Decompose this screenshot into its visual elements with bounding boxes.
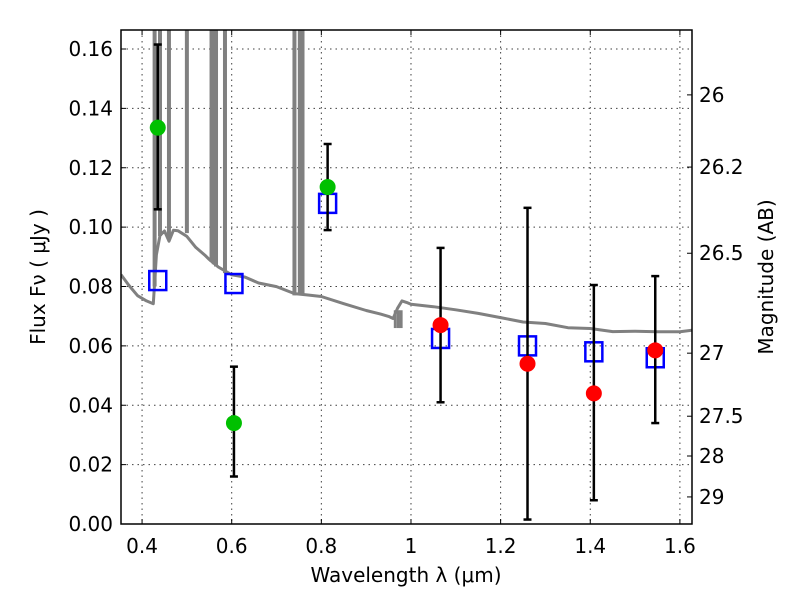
y2-axis-label: Magnitude (AB)	[754, 199, 778, 354]
y2-tick-label: 26.2	[699, 155, 744, 179]
optical-detection-point	[225, 415, 242, 432]
y-tick-label: 0.10	[68, 215, 113, 239]
y-tick-label: 0.06	[68, 334, 113, 358]
y-tick-label: 0.14	[68, 96, 113, 120]
nir-detection-point	[432, 317, 449, 334]
optical-detection-point	[149, 119, 166, 136]
y2-tick-label: 27.5	[699, 404, 744, 428]
x-tick-label: 0.6	[216, 534, 248, 558]
optical-detection-point	[319, 179, 336, 196]
y2-tick-label: 27	[699, 341, 724, 365]
x-tick-label: 1.4	[574, 534, 606, 558]
x-tick-label: 1.6	[664, 534, 696, 558]
y-tick-label: 0.02	[68, 453, 113, 477]
y-tick-label: 0.00	[68, 512, 113, 536]
nir-detection-point	[585, 385, 602, 402]
marker-layer	[148, 43, 665, 521]
nir-detection-point	[647, 342, 664, 359]
y-tick-label: 0.08	[68, 275, 113, 299]
y2-tick-label: 28	[699, 444, 724, 468]
y-axis-label: Flux Fν ( μJy )	[26, 209, 50, 345]
x-tick-label: 1.2	[485, 534, 517, 558]
y-tick-label: 0.12	[68, 156, 113, 180]
model-photometry-square	[148, 269, 168, 292]
y-tick-label: 0.04	[68, 393, 113, 417]
y2-tick-label: 26.5	[699, 241, 744, 265]
plot-frame	[120, 29, 693, 525]
ticks: 0.4 0.6 0.8 1 1.2 1.4 1.6 0.00 0.02 0.04 0.06 0.08 0…	[68, 30, 744, 558]
model-photometry-square	[224, 272, 244, 295]
x-tick-label: 0.8	[305, 534, 337, 558]
nir-detection-point	[519, 355, 536, 372]
y-tick-label: 0.16	[68, 37, 113, 61]
spectrum-line	[121, 228, 692, 334]
y2-tick-label: 26	[699, 83, 724, 107]
x-tick-label: 0.4	[126, 534, 158, 558]
y2-tick-label: 29	[699, 485, 724, 509]
x-axis-label: Wavelength λ (μm)	[310, 563, 501, 587]
x-tick-label: 1	[405, 534, 418, 558]
